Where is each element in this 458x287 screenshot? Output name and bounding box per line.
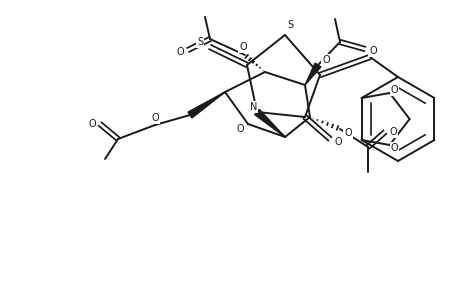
- Text: O: O: [334, 137, 342, 147]
- Text: S: S: [197, 37, 203, 47]
- Text: O: O: [391, 143, 398, 153]
- Text: O: O: [389, 127, 397, 137]
- Polygon shape: [188, 92, 225, 118]
- Polygon shape: [305, 63, 321, 85]
- Polygon shape: [255, 109, 285, 137]
- Text: O: O: [322, 55, 330, 65]
- Text: S: S: [287, 20, 293, 30]
- Text: O: O: [88, 119, 96, 129]
- Text: N: N: [251, 102, 258, 112]
- Text: O: O: [236, 124, 244, 134]
- Text: O: O: [369, 46, 377, 56]
- Text: O: O: [344, 128, 352, 138]
- Text: O: O: [176, 47, 184, 57]
- Text: O: O: [239, 42, 247, 52]
- Text: O: O: [151, 113, 159, 123]
- Text: O: O: [391, 85, 398, 95]
